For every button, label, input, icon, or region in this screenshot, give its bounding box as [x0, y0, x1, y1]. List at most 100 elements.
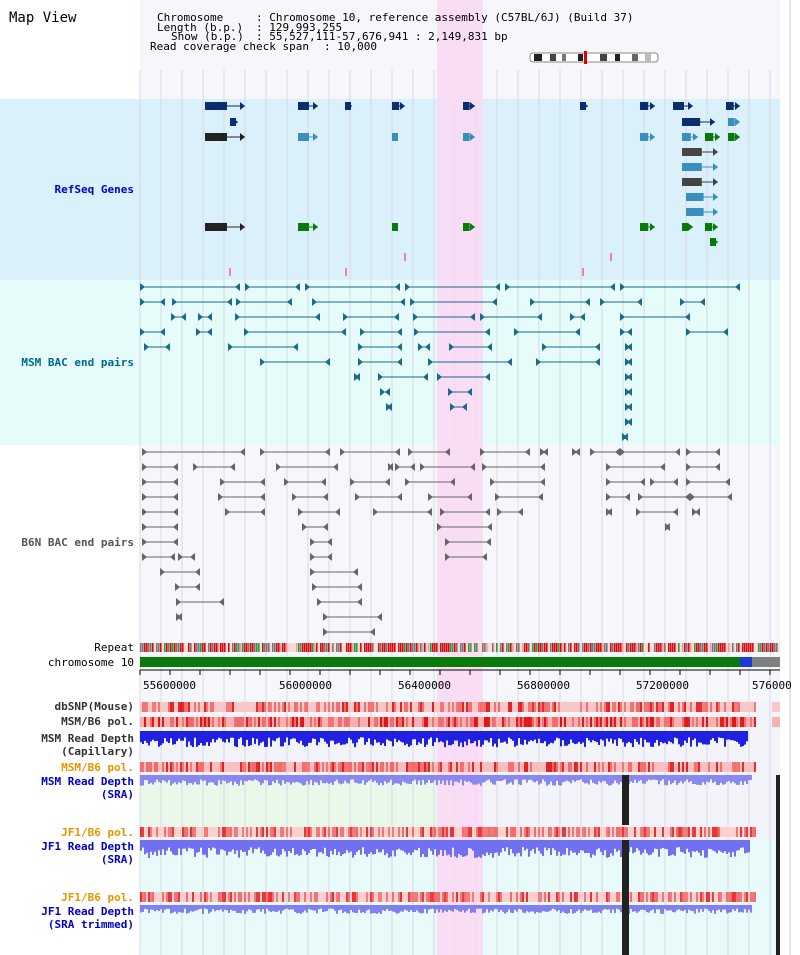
- msm-bac-pair[interactable]: [536, 358, 600, 366]
- msm-bac-pair[interactable]: [428, 358, 512, 366]
- b6n-bac-pair[interactable]: [284, 478, 326, 486]
- msm-bac-pair[interactable]: [140, 328, 165, 336]
- b6n-bac-pair[interactable]: [160, 568, 200, 576]
- track-label-msm-bac[interactable]: MSM BAC end pairs: [21, 356, 134, 369]
- msm-bac-pair[interactable]: [354, 373, 360, 381]
- refseq-gene[interactable]: [682, 118, 715, 126]
- msm-bac-pair[interactable]: [228, 343, 298, 351]
- refseq-gene[interactable]: [640, 102, 655, 110]
- msm-bac-pair[interactable]: [140, 283, 240, 291]
- refseq-gene[interactable]: [673, 102, 693, 110]
- b6n-bac-pair[interactable]: [606, 463, 665, 471]
- b6n-bac-pair[interactable]: [606, 493, 630, 501]
- msm-bac-pair[interactable]: [414, 328, 490, 336]
- refseq-gene[interactable]: [392, 223, 398, 231]
- refseq-gene[interactable]: [345, 102, 352, 110]
- b6n-bac-pair[interactable]: [686, 463, 720, 471]
- b6n-bac-pair[interactable]: [260, 448, 330, 456]
- refseq-gene[interactable]: [463, 102, 475, 110]
- msm-bac-pair[interactable]: [196, 328, 212, 336]
- msm-bac-pair[interactable]: [418, 343, 430, 351]
- refseq-gene[interactable]: [728, 118, 740, 126]
- b6n-bac-pair[interactable]: [490, 478, 545, 486]
- b6n-bac-pair[interactable]: [220, 478, 265, 486]
- refseq-gene[interactable]: [705, 133, 720, 141]
- b6n-bac-pair[interactable]: [310, 553, 332, 561]
- msm-bac-pair[interactable]: [505, 283, 615, 291]
- b6n-bac-pair[interactable]: [686, 448, 720, 456]
- msm-bac-pair[interactable]: [358, 358, 402, 366]
- b6n-bac-pair[interactable]: [176, 598, 224, 606]
- msm-bac-pair[interactable]: [686, 328, 728, 336]
- b6n-bac-pair[interactable]: [292, 493, 328, 501]
- b6n-bac-pair[interactable]: [175, 583, 200, 591]
- b6n-bac-pair[interactable]: [420, 463, 475, 471]
- b6n-bac-pair[interactable]: [178, 553, 195, 561]
- track-label-b6n-bac[interactable]: B6N BAC end pairs: [21, 536, 134, 549]
- msm-bac-pair[interactable]: [625, 373, 632, 381]
- b6n-bac-pair[interactable]: [312, 583, 362, 591]
- refseq-gene[interactable]: [682, 178, 718, 186]
- b6n-bac-pair[interactable]: [445, 553, 487, 561]
- b6n-bac-pair[interactable]: [225, 508, 265, 516]
- refseq-gene[interactable]: [682, 163, 718, 171]
- b6n-bac-pair[interactable]: [310, 538, 332, 546]
- refseq-gene[interactable]: [686, 193, 718, 201]
- msm-bac-pair[interactable]: [625, 418, 632, 426]
- b6n-bac-pair[interactable]: [620, 448, 680, 456]
- b6n-bac-pair[interactable]: [495, 493, 543, 501]
- b6n-bac-pair[interactable]: [606, 478, 645, 486]
- refseq-gene[interactable]: [640, 133, 655, 141]
- msm-bac-pair[interactable]: [480, 313, 542, 321]
- msm-bac-pair[interactable]: [625, 403, 632, 411]
- msm-bac-pair[interactable]: [680, 298, 705, 306]
- b6n-bac-pair[interactable]: [142, 448, 245, 456]
- b6n-bac-pair[interactable]: [428, 493, 472, 501]
- b6n-bac-pair[interactable]: [302, 523, 328, 531]
- b6n-bac-pair[interactable]: [323, 613, 382, 621]
- refseq-gene[interactable]: [705, 223, 718, 231]
- b6n-bac-pair[interactable]: [310, 568, 358, 576]
- msm-bac-pair[interactable]: [625, 388, 632, 396]
- refseq-gene[interactable]: [463, 133, 475, 141]
- msm-bac-pair[interactable]: [449, 343, 492, 351]
- b6n-bac-pair[interactable]: [355, 493, 402, 501]
- msm-bac-pair[interactable]: [514, 328, 580, 336]
- msm-bac-pair[interactable]: [620, 328, 632, 336]
- msm-bac-pair[interactable]: [172, 298, 232, 306]
- b6n-bac-pair[interactable]: [142, 508, 178, 516]
- msm-bac-pair[interactable]: [236, 298, 292, 306]
- b6n-bac-pair[interactable]: [497, 508, 523, 516]
- b6n-bac-pair[interactable]: [176, 613, 182, 621]
- msm-bac-pair[interactable]: [386, 403, 392, 411]
- b6n-bac-pair[interactable]: [323, 628, 375, 636]
- msm-bac-pair[interactable]: [235, 313, 320, 321]
- msm-bac-pair[interactable]: [542, 343, 600, 351]
- refseq-gene[interactable]: [205, 133, 245, 141]
- b6n-bac-pair[interactable]: [480, 448, 530, 456]
- msm-bac-pair[interactable]: [413, 313, 475, 321]
- refseq-gene[interactable]: [392, 133, 398, 141]
- msm-bac-pair[interactable]: [171, 313, 186, 321]
- msm-bac-pair[interactable]: [378, 373, 428, 381]
- refseq-gene[interactable]: [463, 223, 475, 231]
- b6n-bac-pair[interactable]: [142, 523, 178, 531]
- msm-bac-pair[interactable]: [437, 373, 490, 381]
- b6n-bac-pair[interactable]: [437, 523, 492, 531]
- msm-bac-pair[interactable]: [358, 343, 402, 351]
- b6n-bac-pair[interactable]: [193, 463, 235, 471]
- b6n-bac-pair[interactable]: [572, 448, 580, 456]
- msm-bac-pair[interactable]: [450, 403, 467, 411]
- msm-bac-pair[interactable]: [312, 298, 405, 306]
- b6n-bac-pair[interactable]: [317, 598, 362, 606]
- b6n-bac-pair[interactable]: [482, 463, 545, 471]
- refseq-gene[interactable]: [682, 223, 693, 231]
- msm-bac-pair[interactable]: [405, 283, 500, 291]
- b6n-bac-pair[interactable]: [650, 478, 678, 486]
- b6n-bac-pair[interactable]: [590, 448, 620, 456]
- msm-bac-pair[interactable]: [570, 313, 585, 321]
- b6n-bac-pair[interactable]: [142, 493, 178, 501]
- b6n-bac-pair[interactable]: [405, 478, 455, 486]
- b6n-bac-pair[interactable]: [540, 448, 548, 456]
- refseq-gene[interactable]: [710, 238, 718, 246]
